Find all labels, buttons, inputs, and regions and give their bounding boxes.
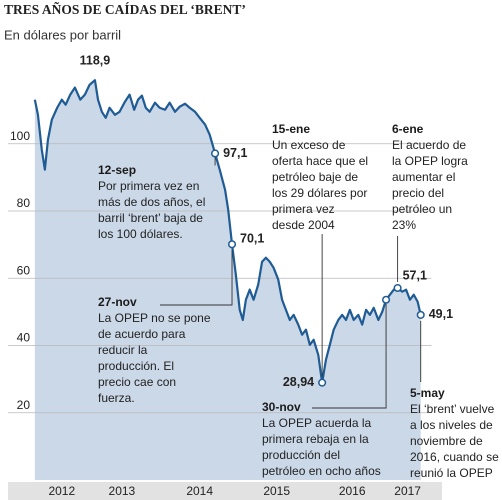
point-marker [318,378,327,387]
annotation-text: reunió la OPEP [410,466,493,480]
point-marker [382,295,391,304]
annotation-date: 12-sep [98,163,136,177]
value-label: 118,9 [80,53,111,67]
annotation-text: petróleo baje de [272,170,358,184]
value-label: 57,1 [403,268,427,282]
point-marker [227,240,237,249]
annotation-text: precio del [392,186,444,200]
annotation-text: 2016, cuando se [410,450,499,464]
leader-line [160,250,233,306]
y-tick-label: 60 [17,263,31,277]
point-marker [416,310,425,319]
annotation-text: a los niveles de [410,418,493,432]
x-tick-label: 2016 [339,484,366,498]
annotation-date: 5-may [410,386,445,400]
annotation-text: barril ‘brent’ baja de [98,211,203,225]
x-tick-label: 2012 [48,484,75,498]
y-tick-label: 20 [17,398,31,412]
x-tick-label: 2014 [186,484,213,498]
annotation-text: 23% [392,218,416,232]
annotation-text: reducir la [98,343,148,357]
y-tick-label: 80 [17,196,31,210]
annotation-text: los 29 dólares por [272,186,367,200]
annotation-text: oferta hace que el [272,154,368,168]
chart-title: TRES AÑOS DE CAÍDAS DEL ‘BRENT’ [4,2,246,17]
x-tick-label: 2017 [394,484,421,498]
annotation-date: 6-ene [392,122,424,136]
value-label: 49,1 [429,307,453,321]
x-axis-band [8,482,442,500]
x-tick-label: 2013 [109,484,136,498]
annotation-text: La OPEP no se pone [98,311,211,325]
annotation-text: la OPEP logra [392,154,468,168]
annotation-text: Un exceso de [272,138,346,152]
annotation-text: primera vez [272,202,335,216]
annotation-text: primera rebaja en la [262,432,369,446]
annotation-text: fuerza. [98,391,135,405]
annotation-text: producción del [262,448,340,462]
y-tick-label: 100 [10,129,30,143]
line [33,79,422,384]
value-label: 97,1 [223,146,247,160]
point-marker [211,149,220,158]
point-marker [393,283,402,293]
annotation-date: 30-nov [262,400,301,414]
annotation-text: Por primera vez en [98,179,199,193]
leader-line [312,303,387,409]
annotation-text: los 100 dólares. [98,227,183,241]
chart-subtitle: En dólares por barril [4,27,121,42]
annotation-text: de acuerdo para [98,327,186,341]
annotation-date: 15-ene [272,122,310,136]
annotation-text: noviembre de [410,434,483,448]
value-label: 70,1 [240,232,264,246]
y-tick-label: 40 [17,331,31,345]
annotation-text: aumentar el [392,170,455,184]
x-tick-label: 2015 [263,484,290,498]
annotation-text: El ‘brent’ vuelve [410,402,495,416]
annotation-date: 27-nov [98,295,137,309]
annotation-text: precio cae con [98,375,176,389]
annotation-text: La OPEP acuerda la [262,416,372,430]
annotation-text: desde 2004 [272,218,335,232]
annotation-text: petróleo en ocho años [262,464,381,478]
annotation-text: más de dos años, el [98,195,205,209]
annotation-text: producción. El [98,359,174,373]
value-label: 28,94 [283,375,314,389]
annotation-text: El acuerdo de [392,138,466,152]
annotation-text: petróleo un [392,202,452,216]
